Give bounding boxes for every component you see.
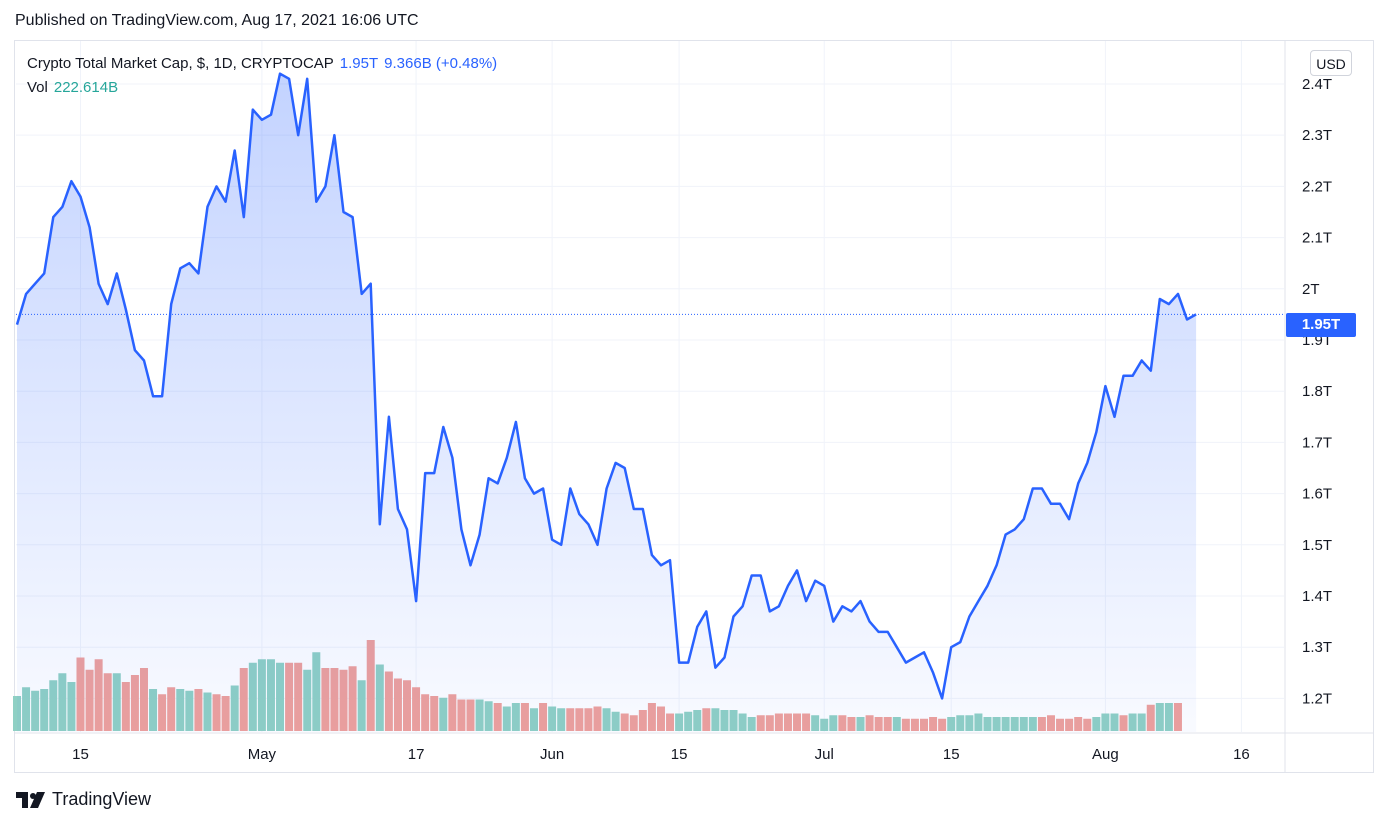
- published-caption: Published on TradingView.com, Aug 17, 20…: [15, 12, 419, 29]
- x-tick-label: May: [248, 746, 277, 763]
- y-tick-label: 2.3T: [1302, 127, 1332, 144]
- tradingview-brand: TradingView: [16, 789, 151, 810]
- price-area-fill: [17, 73, 1197, 732]
- price-axis[interactable]: 1.2T1.3T1.4T1.5T1.6T1.7T1.8T1.9T2T2.1T2.…: [1302, 76, 1332, 707]
- legend-volume-row: Vol 222.614B: [27, 78, 497, 102]
- currency-button[interactable]: USD: [1310, 50, 1352, 76]
- legend-symbol[interactable]: Crypto Total Market Cap, $, 1D, CRYPTOCA…: [27, 55, 334, 72]
- x-tick-label: 15: [671, 746, 688, 763]
- chart-frame[interactable]: [14, 40, 1374, 773]
- y-tick-label: 2.4T: [1302, 76, 1332, 93]
- x-tick-label: Jul: [815, 746, 834, 763]
- x-tick-label: 17: [408, 746, 425, 763]
- x-tick-label: 15: [943, 746, 960, 763]
- x-tick-label: 15: [72, 746, 89, 763]
- y-tick-label: 1.3T: [1302, 639, 1332, 656]
- y-tick-label: 1.4T: [1302, 588, 1332, 605]
- y-tick-label: 1.5T: [1302, 537, 1332, 554]
- y-tick-label: 2.2T: [1302, 178, 1332, 195]
- y-tick-label: 1.2T: [1302, 690, 1332, 707]
- legend-vol-label[interactable]: Vol: [27, 79, 48, 96]
- x-tick-label: 16: [1233, 746, 1250, 763]
- last-price-tag: 1.95T: [1286, 313, 1356, 337]
- y-tick-label: 1.7T: [1302, 434, 1332, 451]
- legend-change: 9.366B (+0.48%): [384, 55, 498, 72]
- y-tick-label: 1.8T: [1302, 383, 1332, 400]
- tradingview-logo-icon: [16, 791, 45, 808]
- time-axis[interactable]: 15 May 17 Jun 15 Jul 15 Aug 16: [72, 746, 1250, 763]
- x-tick-label: Jun: [540, 746, 564, 763]
- y-tick-label: 2.1T: [1302, 230, 1332, 247]
- price-line: [15, 72, 1197, 700]
- legend-last-value: 1.95T: [339, 55, 379, 72]
- chart-legend: Crypto Total Market Cap, $, 1D, CRYPTOCA…: [27, 54, 497, 102]
- tradingview-brand-name: TradingView: [52, 789, 152, 809]
- legend-main-row: Crypto Total Market Cap, $, 1D, CRYPTOCA…: [27, 54, 497, 78]
- x-tick-label: Aug: [1092, 746, 1119, 763]
- y-tick-label: 2T: [1302, 281, 1320, 298]
- legend-vol-value: 222.614B: [53, 79, 119, 96]
- y-tick-label: 1.6T: [1302, 486, 1332, 503]
